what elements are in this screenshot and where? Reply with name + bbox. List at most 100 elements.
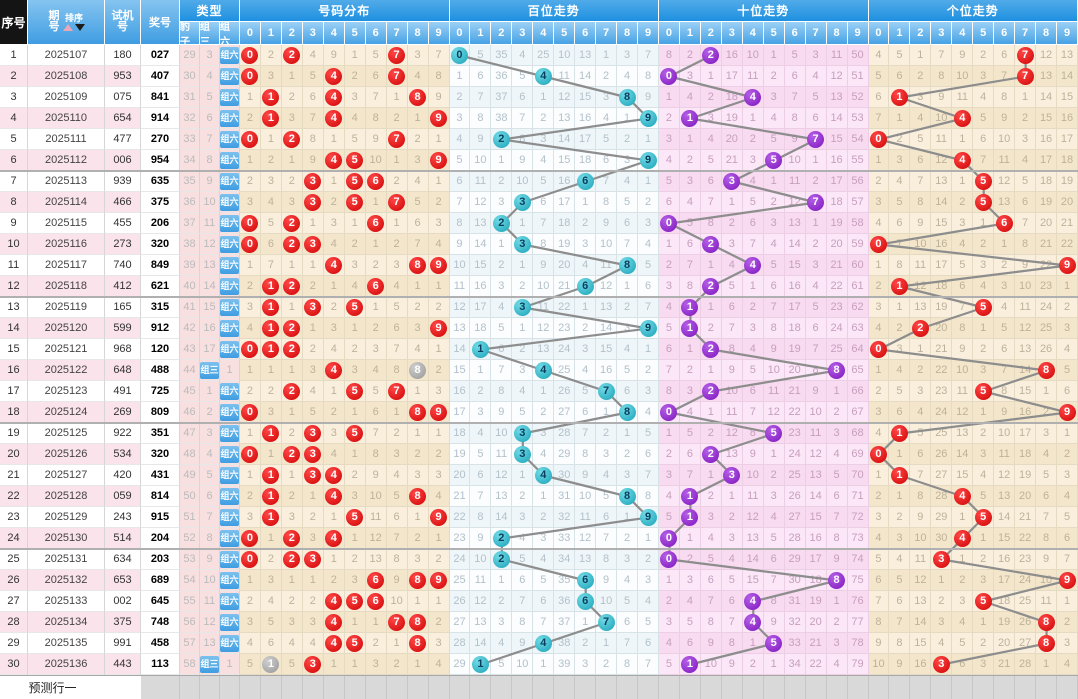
type-cell: 组三	[200, 360, 220, 381]
miss-cell: 12	[596, 276, 618, 297]
miss-cell: 18	[554, 213, 576, 234]
miss-cell: 4	[240, 318, 261, 339]
miss-cell: 5	[868, 549, 890, 570]
miss-cell: 11	[742, 66, 764, 87]
header-type-group: 类型	[180, 0, 240, 22]
prediction-grid-cell	[721, 676, 743, 699]
miss-cell: 1	[365, 612, 387, 633]
type-miss-cell: 11	[200, 213, 220, 234]
dist-ball: 9	[430, 151, 448, 169]
sort-desc-icon[interactable]	[75, 23, 85, 31]
miss-cell: 9	[638, 87, 659, 108]
section-title: 号码分布	[318, 4, 371, 18]
miss-cell: 8	[638, 66, 659, 87]
digit-cell: 1	[260, 507, 282, 528]
digit-cell: 1	[260, 423, 282, 444]
table-row: 29 2025135 991 458 57 13 组六 4 6 4 4 4 5 2 1 8 3 28 14 4 9 4 38…	[0, 633, 1078, 654]
miss-cell: 1	[386, 633, 408, 654]
digit-cell: 4	[323, 255, 345, 276]
miss-cell: 53	[847, 108, 869, 129]
type-miss-cell: 1	[200, 381, 220, 402]
test-number-cell: 273	[105, 234, 141, 255]
seq-cell: 12	[0, 276, 28, 297]
miss-cell: 61	[847, 276, 869, 297]
miss-cell: 3	[889, 150, 911, 171]
dist-ball: 2	[283, 529, 301, 547]
miss-cell: 4	[763, 234, 785, 255]
prediction-grid-cell	[470, 676, 492, 699]
sort-asc-icon[interactable]	[63, 23, 73, 31]
table-row: 22 2025128 059 814 50 6 组六 2 1 2 1 4 3 10 5 8 4 21 7 13 2 1 31…	[0, 486, 1078, 507]
miss-cell: 1	[889, 444, 911, 465]
miss-cell: 1	[512, 465, 534, 486]
miss-cell: 14	[805, 486, 827, 507]
digit-cell: 8	[407, 612, 429, 633]
miss-cell: 8	[994, 87, 1016, 108]
miss-cell: 5	[365, 381, 387, 402]
miss-cell: 1	[428, 276, 450, 297]
test-number-cell: 466	[105, 192, 141, 213]
miss-cell: 2	[659, 255, 680, 276]
prediction-grid-cell	[910, 676, 932, 699]
test-number-cell: 922	[105, 423, 141, 444]
miss-cell: 6	[742, 213, 764, 234]
digit-header-cell: 1	[260, 22, 282, 45]
digit-cell: 2	[281, 213, 303, 234]
miss-cell: 4	[638, 234, 659, 255]
test-number-cell: 059	[105, 486, 141, 507]
miss-cell: 4	[281, 633, 303, 654]
type-miss-cell: 58	[180, 654, 200, 675]
miss-cell: 9	[784, 129, 806, 150]
miss-cell: 4	[407, 171, 429, 192]
miss-cell: 2	[638, 549, 659, 570]
miss-cell: 19	[721, 108, 743, 129]
miss-cell: 16	[1057, 108, 1078, 129]
miss-cell: 4	[533, 549, 555, 570]
miss-cell: 7	[1036, 507, 1058, 528]
type-cell: 组六	[220, 570, 240, 591]
units-ball: 8	[1037, 634, 1055, 652]
miss-cell: 17	[805, 549, 827, 570]
miss-cell: 22	[1057, 234, 1078, 255]
miss-cell: 17	[1057, 129, 1078, 150]
miss-cell: 1	[407, 423, 429, 444]
test-number-cell: 648	[105, 360, 141, 381]
digit-cell: 3	[302, 234, 324, 255]
miss-cell: 1	[302, 570, 324, 591]
miss-cell: 4	[805, 66, 827, 87]
miss-cell: 1	[344, 654, 366, 675]
miss-cell: 8	[700, 213, 722, 234]
miss-cell: 3	[281, 612, 303, 633]
type-badge: 组六	[220, 340, 239, 358]
miss-cell: 1	[281, 66, 303, 87]
tens-ball: 5	[765, 151, 783, 169]
miss-cell: 11	[575, 507, 597, 528]
miss-cell: 3	[617, 45, 639, 66]
miss-cell: 4	[365, 360, 387, 381]
prize-number-cell: 689	[141, 570, 180, 591]
miss-cell: 1	[323, 129, 345, 150]
miss-cell: 2	[1015, 108, 1037, 129]
miss-cell: 1	[323, 549, 345, 570]
digit-header-cell: 3	[931, 22, 953, 45]
miss-cell: 1	[365, 234, 387, 255]
miss-cell: 5	[1036, 465, 1058, 486]
miss-cell: 3	[742, 150, 764, 171]
miss-cell: 3	[973, 66, 995, 87]
miss-cell: 14	[491, 507, 513, 528]
tens-ball: 0	[660, 403, 678, 421]
miss-cell: 2	[617, 528, 639, 549]
dist-ball: 2	[283, 319, 301, 337]
dist-ball: 4	[325, 67, 343, 85]
miss-cell: 4	[868, 528, 890, 549]
miss-cell: 6	[1015, 192, 1037, 213]
miss-cell: 10	[1015, 276, 1037, 297]
miss-cell: 5	[533, 171, 555, 192]
type-badge: 组六	[220, 571, 239, 589]
issue-cell: 2025118	[28, 276, 105, 297]
dist-ball: 2	[283, 277, 301, 295]
sort-control[interactable]: 排序	[63, 13, 85, 31]
dist-ball: 7	[388, 193, 406, 211]
issue-cell: 2025133	[28, 591, 105, 612]
miss-cell: 11	[533, 297, 555, 318]
